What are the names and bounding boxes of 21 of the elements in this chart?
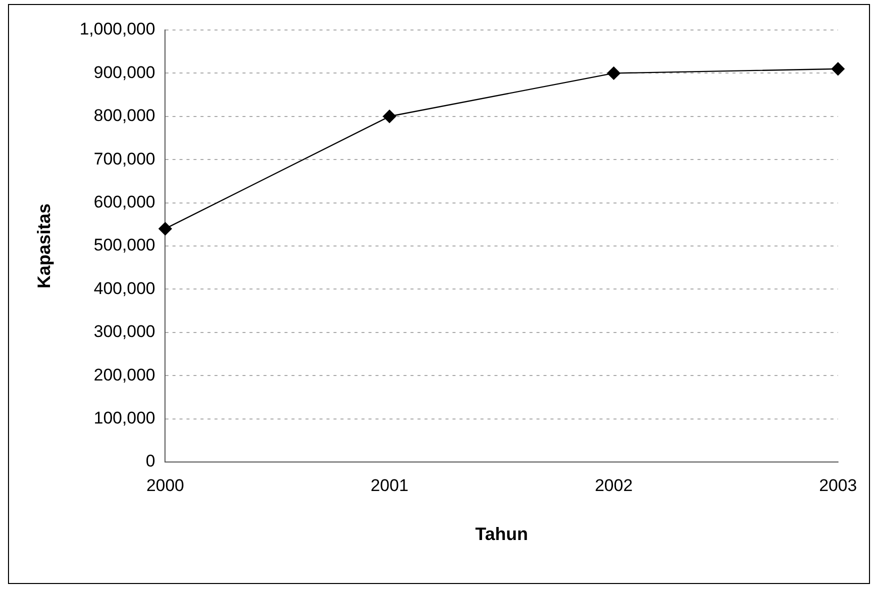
y-tick-label: 900,000 bbox=[94, 62, 156, 82]
y-tick-label: 600,000 bbox=[94, 192, 156, 212]
y-tick-label: 300,000 bbox=[94, 322, 156, 342]
y-axis-title: Kapasitas bbox=[34, 203, 54, 289]
y-tick-label: 700,000 bbox=[94, 149, 156, 168]
x-tick-label: 2000 bbox=[146, 476, 184, 495]
y-tick-label: 0 bbox=[146, 452, 156, 471]
point bbox=[831, 62, 845, 76]
x-tick-label: 2002 bbox=[594, 476, 633, 495]
point bbox=[607, 66, 620, 80]
y-tick-label: 200,000 bbox=[94, 365, 156, 384]
point bbox=[382, 110, 396, 123]
x-axis-title: Tahun bbox=[475, 524, 528, 544]
y-tick-label: 400,000 bbox=[94, 278, 156, 298]
y-tick-label: 800,000 bbox=[94, 106, 156, 126]
x-tick-label: 2003 bbox=[819, 476, 857, 495]
y-tick-label: 1,000,000 bbox=[80, 20, 156, 39]
y-tick-label: 100,000 bbox=[94, 408, 156, 428]
y-tick-label: 500,000 bbox=[94, 236, 156, 255]
x-tick-label: 2001 bbox=[370, 476, 408, 495]
point bbox=[158, 222, 172, 236]
